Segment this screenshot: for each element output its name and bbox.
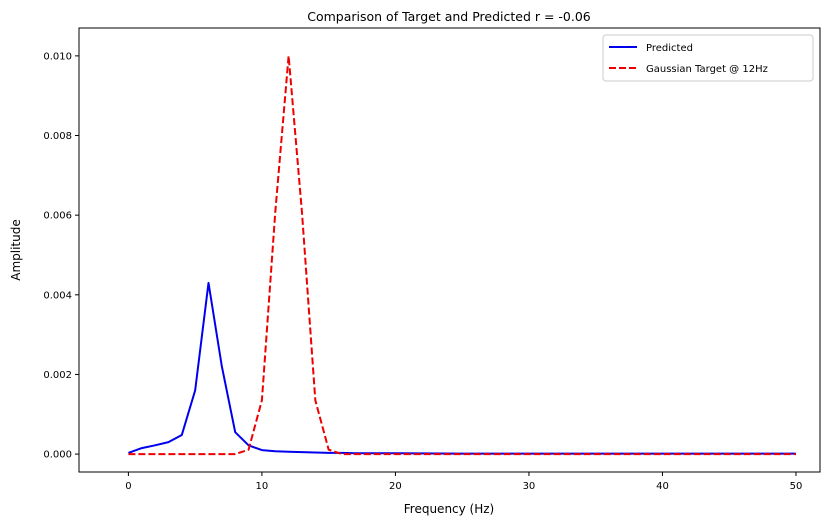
y-tick-label: 0.000: [43, 450, 72, 461]
legend-label-predicted: Predicted: [646, 43, 693, 54]
legend-label-gaussian-target: Gaussian Target @ 12Hz: [646, 64, 768, 75]
y-tick-label: 0.006: [43, 211, 72, 222]
plot-area: [78, 27, 821, 473]
x-axis-label: Frequency (Hz): [404, 502, 495, 516]
x-axis-ticks: 0 10 20 30 40 50: [125, 472, 802, 492]
legend-box: [602, 34, 814, 82]
axes-frame: [78, 27, 821, 473]
y-tick-label: 0.010: [43, 51, 72, 62]
x-tick-label: 20: [389, 481, 402, 492]
x-tick-label: 10: [256, 481, 269, 492]
x-tick-label: 30: [523, 481, 536, 492]
chart-title: Comparison of Target and Predicted r = -…: [307, 9, 591, 24]
y-axis-ticks: 0.000 0.002 0.004 0.006 0.008 0.010: [43, 51, 79, 461]
y-tick-label: 0.002: [43, 370, 72, 381]
x-tick-label: 40: [656, 481, 669, 492]
y-axis-label: Amplitude: [9, 219, 23, 281]
x-tick-label: 50: [790, 481, 803, 492]
series-layer: [128, 54, 796, 456]
y-tick-label: 0.008: [43, 131, 72, 142]
series-line-gaussian-target: [128, 54, 796, 456]
y-tick-label: 0.004: [43, 290, 72, 301]
x-tick-label: 0: [125, 481, 131, 492]
legend: Predicted Gaussian Target @ 12Hz: [602, 34, 814, 82]
